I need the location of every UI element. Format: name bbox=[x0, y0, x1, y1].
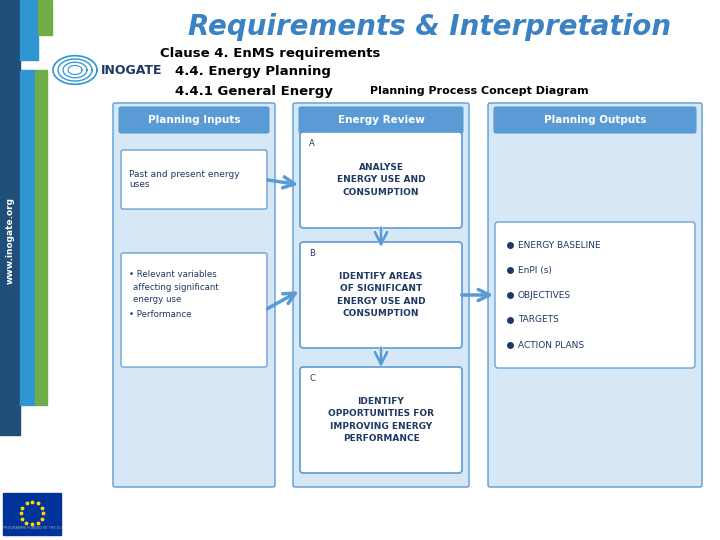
Text: Requirements & Interpretation: Requirements & Interpretation bbox=[189, 13, 672, 41]
Text: Past and present energy
uses: Past and present energy uses bbox=[129, 170, 240, 189]
Text: energy use: energy use bbox=[133, 295, 181, 304]
Text: IDENTIFY AREAS
OF SIGNIFICANT
ENERGY USE AND
CONSUMPTION: IDENTIFY AREAS OF SIGNIFICANT ENERGY USE… bbox=[337, 272, 426, 318]
FancyBboxPatch shape bbox=[300, 367, 462, 473]
Text: IDENTIFY
OPPORTUNITIES FOR
IMPROVING ENERGY
PERFORMANCE: IDENTIFY OPPORTUNITIES FOR IMPROVING ENE… bbox=[328, 397, 434, 443]
Text: Energy Review: Energy Review bbox=[338, 115, 424, 125]
FancyBboxPatch shape bbox=[121, 253, 267, 367]
FancyBboxPatch shape bbox=[119, 107, 269, 133]
FancyBboxPatch shape bbox=[113, 103, 275, 487]
Bar bbox=[20, 0, 38, 60]
FancyBboxPatch shape bbox=[494, 107, 696, 133]
Text: PROGRAMME FUNDED BY THE EU: PROGRAMME FUNDED BY THE EU bbox=[3, 526, 61, 530]
FancyBboxPatch shape bbox=[300, 132, 462, 228]
Bar bbox=[38, 0, 52, 35]
Text: OBJECTIVES: OBJECTIVES bbox=[518, 291, 571, 300]
FancyBboxPatch shape bbox=[488, 103, 702, 487]
Bar bbox=[0, 70, 20, 435]
FancyBboxPatch shape bbox=[495, 222, 695, 368]
Text: • Performance: • Performance bbox=[129, 310, 192, 319]
Text: Planning Process Concept Diagram: Planning Process Concept Diagram bbox=[370, 86, 589, 96]
Text: www.inogate.org: www.inogate.org bbox=[6, 197, 14, 284]
Bar bbox=[3, 493, 61, 535]
Text: Clause 4. EnMS requirements: Clause 4. EnMS requirements bbox=[160, 46, 380, 59]
Text: 4.4.1 General Energy: 4.4.1 General Energy bbox=[175, 84, 333, 98]
Text: 4.4. Energy Planning: 4.4. Energy Planning bbox=[175, 65, 331, 78]
Bar bbox=[20, 70, 35, 405]
Text: Planning Outputs: Planning Outputs bbox=[544, 115, 646, 125]
FancyBboxPatch shape bbox=[299, 107, 463, 133]
Text: INOGATE: INOGATE bbox=[101, 64, 163, 77]
Bar bbox=[0, 0, 20, 70]
Text: • Relevant variables: • Relevant variables bbox=[129, 270, 217, 279]
FancyBboxPatch shape bbox=[293, 103, 469, 487]
Bar bbox=[35, 70, 47, 405]
Text: B: B bbox=[309, 249, 315, 258]
Text: ACTION PLANS: ACTION PLANS bbox=[518, 341, 584, 349]
Text: TARGETS: TARGETS bbox=[518, 315, 559, 325]
Text: Planning Inputs: Planning Inputs bbox=[148, 115, 240, 125]
Text: ENERGY BASELINE: ENERGY BASELINE bbox=[518, 240, 600, 249]
Text: C: C bbox=[309, 374, 315, 383]
Text: affecting significant: affecting significant bbox=[133, 283, 219, 292]
FancyBboxPatch shape bbox=[300, 242, 462, 348]
Text: EnPI (s): EnPI (s) bbox=[518, 266, 552, 274]
Text: ANALYSE
ENERGY USE AND
CONSUMPTION: ANALYSE ENERGY USE AND CONSUMPTION bbox=[337, 163, 426, 197]
Text: A: A bbox=[309, 139, 315, 148]
FancyBboxPatch shape bbox=[121, 150, 267, 209]
